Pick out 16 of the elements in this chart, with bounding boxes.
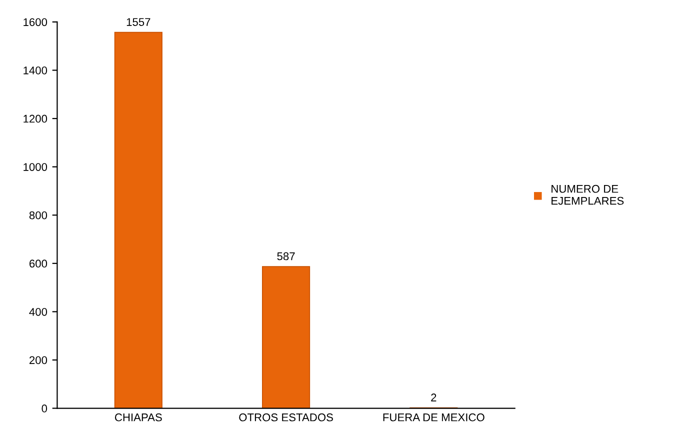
x-tick-label: OTROS ESTADOS	[239, 413, 333, 422]
y-tick-label: 1000	[24, 163, 48, 171]
y-tick-label: 400	[29, 308, 48, 316]
data-label: 1557	[126, 18, 150, 26]
x-tick-label: CHIAPAS	[114, 413, 162, 422]
y-tick-label: 800	[29, 211, 48, 220]
legend-label: NUMERO DE EJEMPLARES	[552, 184, 624, 205]
data-label: 2	[431, 394, 436, 402]
data-label: 587	[277, 252, 295, 260]
y-tick-label: 1400	[24, 66, 48, 74]
y-tick-label: 1200	[24, 114, 48, 123]
y-tick-label: 200	[30, 356, 48, 364]
y-tick-label: 1600	[24, 18, 48, 26]
y-tick-label: 0	[42, 404, 48, 412]
x-tick-label: FUERA DE MEXICO	[383, 413, 484, 422]
y-tick-label: 600	[30, 260, 48, 268]
